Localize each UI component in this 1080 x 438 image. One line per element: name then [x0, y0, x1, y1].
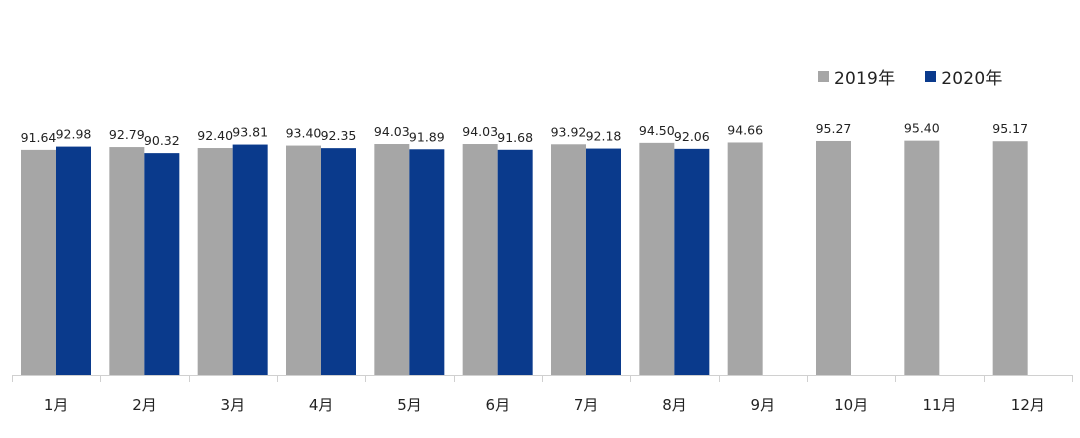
data-label-2020年-3月: 93.81 [232, 125, 268, 140]
legend-item-2020: 2020年 [925, 64, 1002, 89]
data-label-2019年-7月: 93.92 [551, 124, 587, 139]
data-label-2019年-4月: 93.40 [286, 126, 322, 141]
bar-2019年-11月 [904, 140, 940, 375]
bar-2020年-3月 [232, 144, 268, 375]
bar-2020年-7月 [586, 148, 621, 375]
data-label-2020年-5月: 91.89 [409, 129, 445, 144]
bar-2019年-4月 [286, 145, 321, 375]
bar-2020年-6月 [497, 149, 533, 375]
data-label-2019年-1月: 91.64 [21, 130, 57, 145]
bar-2020年-2月 [144, 153, 180, 375]
bar-2019年-5月 [374, 144, 410, 375]
x-tick-label-2月: 2月 [132, 396, 157, 414]
bar-2020年-4月 [321, 148, 356, 375]
legend: 2019年 2020年 [818, 64, 1033, 89]
data-label-2020年-7月: 92.18 [586, 129, 622, 144]
data-label-2020年-1月: 92.98 [56, 127, 92, 142]
x-tick-label-1月: 1月 [44, 396, 69, 414]
data-label-2019年-11月: 95.40 [904, 121, 940, 136]
x-tick-label-11月: 11月 [922, 396, 956, 414]
data-label-2020年-6月: 91.68 [497, 130, 533, 145]
x-tick-label-4月: 4月 [309, 396, 334, 414]
x-tick-label-3月: 3月 [221, 396, 246, 414]
bar-2019年-2月 [109, 147, 145, 375]
bar-2019年-12月 [992, 141, 1028, 375]
x-tick-label-10月: 10月 [834, 396, 868, 414]
legend-swatch-2020 [925, 71, 937, 82]
bar-2019年-7月 [551, 144, 586, 375]
bar-2019年-9月 [727, 142, 763, 375]
bar-2019年-8月 [639, 142, 675, 375]
data-label-2019年-8月: 94.50 [639, 123, 675, 138]
data-label-2019年-10月: 95.27 [816, 121, 852, 136]
data-label-2020年-4月: 92.35 [321, 128, 357, 143]
bar-2019年-10月 [816, 140, 851, 375]
bar-2019年-1月 [21, 149, 56, 375]
data-label-2019年-5月: 94.03 [374, 124, 410, 139]
legend-swatch-2019 [818, 71, 829, 82]
x-tick-label-6月: 6月 [486, 396, 511, 414]
bar-2020年-5月 [409, 149, 445, 375]
data-label-2020年-8月: 92.06 [674, 129, 710, 144]
bar-2020年-1月 [56, 146, 91, 375]
x-tick-label-8月: 8月 [662, 396, 687, 414]
bar-2019年-6月 [462, 144, 498, 375]
data-label-2019年-3月: 92.40 [197, 128, 233, 143]
legend-item-2019: 2019年 [818, 64, 895, 89]
x-tick-label-9月: 9月 [751, 396, 776, 414]
bar-2020年-8月 [674, 148, 710, 375]
data-label-2019年-2月: 92.79 [109, 127, 145, 142]
bar-2019年-3月 [197, 148, 233, 375]
legend-label-2020: 2020年 [941, 69, 1003, 89]
legend-label-2019: 2019年 [834, 69, 896, 89]
data-label-2019年-12月: 95.17 [992, 121, 1028, 136]
data-label-2019年-6月: 94.03 [462, 124, 498, 139]
data-label-2020年-2月: 90.32 [144, 133, 180, 148]
x-tick-label-12月: 12月 [1011, 396, 1045, 414]
x-tick-label-5月: 5月 [397, 396, 422, 414]
data-label-2019年-9月: 94.66 [727, 122, 763, 137]
x-tick-label-7月: 7月 [574, 396, 599, 414]
